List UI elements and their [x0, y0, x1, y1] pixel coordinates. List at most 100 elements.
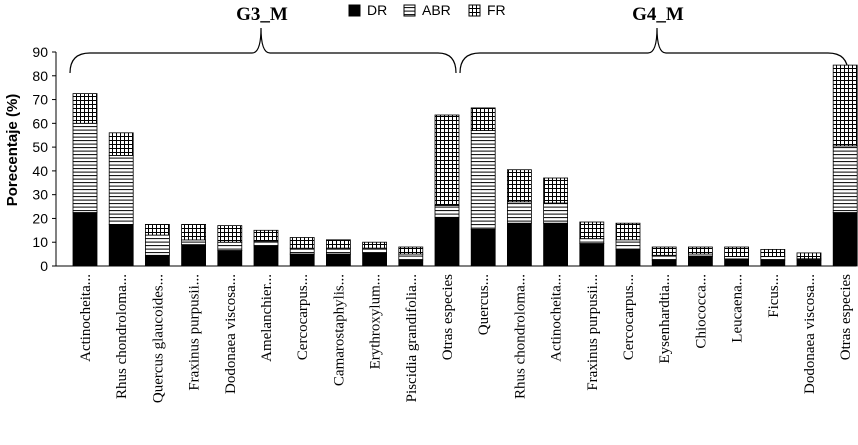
legend: DR ABR FR: [348, 2, 506, 18]
x-category-label: Fraxinus purpusii...: [187, 274, 203, 391]
bar-segment-dr: [796, 259, 822, 267]
bar-segment-abr: [615, 239, 641, 250]
x-category-label: Fraxinus purpusii...: [585, 274, 601, 391]
legend-label-abr: ABR: [422, 2, 451, 18]
bar-segment-abr: [253, 240, 279, 247]
x-category-label: Camarostaphylis...: [331, 274, 347, 386]
bar-segment-fr: [72, 93, 98, 124]
bar-segment-fr: [651, 246, 677, 256]
bar-segment-fr: [325, 239, 351, 249]
y-tick-label: 20: [32, 210, 48, 226]
bar-segment-dr: [506, 222, 532, 267]
bar-segment-fr: [688, 246, 713, 255]
bar-segment-abr: [434, 204, 460, 218]
bar-segment-fr: [108, 132, 134, 156]
bar-segment-abr: [398, 253, 424, 261]
group-label-g4: G4_M: [632, 4, 684, 25]
bar-segment-abr: [470, 130, 496, 230]
bar-segment-abr: [579, 238, 605, 244]
bar-segment-dr: [108, 223, 134, 267]
y-tick-label: 10: [32, 234, 48, 250]
x-category-label: Dodonaea viscosa...: [223, 274, 239, 394]
bar-segment-dr: [72, 212, 98, 267]
y-tick-label: 30: [32, 187, 48, 203]
y-tick-label: 80: [32, 68, 48, 84]
bar-segment-abr: [651, 254, 677, 261]
bar-segment-fr: [144, 223, 170, 236]
bar-segment-fr: [217, 225, 243, 243]
y-axis-title: Porecentaje (%): [4, 94, 21, 207]
bar-segment-fr: [289, 237, 315, 249]
legend-swatch-dr: [348, 4, 361, 17]
bar-segment-abr: [108, 154, 134, 225]
legend-label-fr: FR: [487, 2, 506, 18]
bar-segment-fr: [579, 221, 605, 240]
group-brace-g3: [69, 27, 457, 74]
x-category-label: Piscidia grandifolia...: [404, 274, 420, 402]
bar-segment-dr: [470, 228, 496, 267]
bar-segment-abr: [760, 256, 786, 261]
x-category-label: Actinocheita...: [78, 274, 94, 362]
bar-segment-fr: [832, 64, 858, 147]
y-tick-label: 60: [32, 115, 48, 131]
group-label-g3: G3_M: [236, 4, 288, 25]
bar-segment-fr: [470, 107, 496, 131]
bar-segment-dr: [615, 248, 641, 267]
bar-segment-dr: [325, 253, 351, 267]
bar-segment-abr: [144, 234, 170, 256]
bars: [72, 64, 858, 267]
legend-swatch-abr: [403, 4, 416, 17]
bar-segment-fr: [506, 169, 532, 203]
legend-swatch-fr: [468, 4, 481, 17]
x-category-label: Chiococca...: [693, 274, 709, 349]
x-category-label: Quercus...: [476, 274, 492, 335]
bar-segment-abr: [832, 145, 858, 213]
bar-segment-dr: [688, 256, 713, 267]
bar-segment-dr: [724, 258, 749, 267]
bar-segment-dr: [434, 216, 460, 267]
bar-segment-abr: [72, 122, 98, 213]
x-category-label: Rhus chondroloma...: [114, 274, 130, 399]
x-category-label: Leucaena...: [730, 274, 746, 343]
x-category-label: Quercus glaucoides...: [150, 274, 166, 403]
bar-segment-fr: [724, 246, 749, 257]
x-category-label: Otras especies: [838, 274, 854, 360]
bar-segment-dr: [398, 259, 424, 267]
y-tick-label: 0: [40, 258, 48, 274]
x-category-label: Amelanchier...: [259, 274, 275, 362]
bar-segment-abr: [543, 202, 568, 224]
x-category-label: Dodonaea viscosa...: [802, 274, 818, 394]
bar-segment-fr: [543, 177, 568, 204]
y-tick-label: 70: [32, 92, 48, 108]
bar-segment-fr: [181, 223, 207, 241]
x-axis-labels: Actinocheita... Rhus chondroloma... Quercu…: [78, 274, 854, 403]
bar-segment-dr: [579, 242, 605, 267]
bar-segment-fr: [760, 248, 786, 257]
x-category-label: Otras especies: [440, 274, 456, 360]
bar-segment-abr: [362, 247, 388, 254]
bar-segment-abr: [181, 239, 207, 246]
bar-segment-dr: [217, 250, 243, 267]
bar-segment-dr: [289, 253, 315, 267]
bar-segment-fr: [434, 114, 460, 206]
bar-segment-dr: [543, 222, 568, 267]
bar-segment-dr: [362, 252, 388, 267]
bar-segment-dr: [760, 259, 786, 267]
bar-segment-dr: [181, 244, 207, 267]
x-category-label: Rhus chondroloma...: [512, 274, 528, 399]
group-brace-g4: [459, 27, 849, 74]
bar-segment-abr: [289, 247, 315, 255]
x-category-label: Actinocheita...: [549, 274, 565, 362]
bar-segment-dr: [144, 254, 170, 267]
y-tick-label: 50: [32, 139, 48, 155]
x-category-label: Ficus...: [766, 274, 782, 318]
legend-label-dr: DR: [367, 2, 387, 18]
y-tick-label: 40: [32, 163, 48, 179]
bar-segment-dr: [651, 259, 677, 267]
bar-segment-fr: [362, 241, 388, 249]
x-category-label: Cercocarpus...: [295, 274, 311, 360]
y-tick-label: 90: [32, 44, 48, 60]
bar-segment-fr: [253, 229, 279, 242]
bar-segment-abr: [325, 247, 351, 255]
